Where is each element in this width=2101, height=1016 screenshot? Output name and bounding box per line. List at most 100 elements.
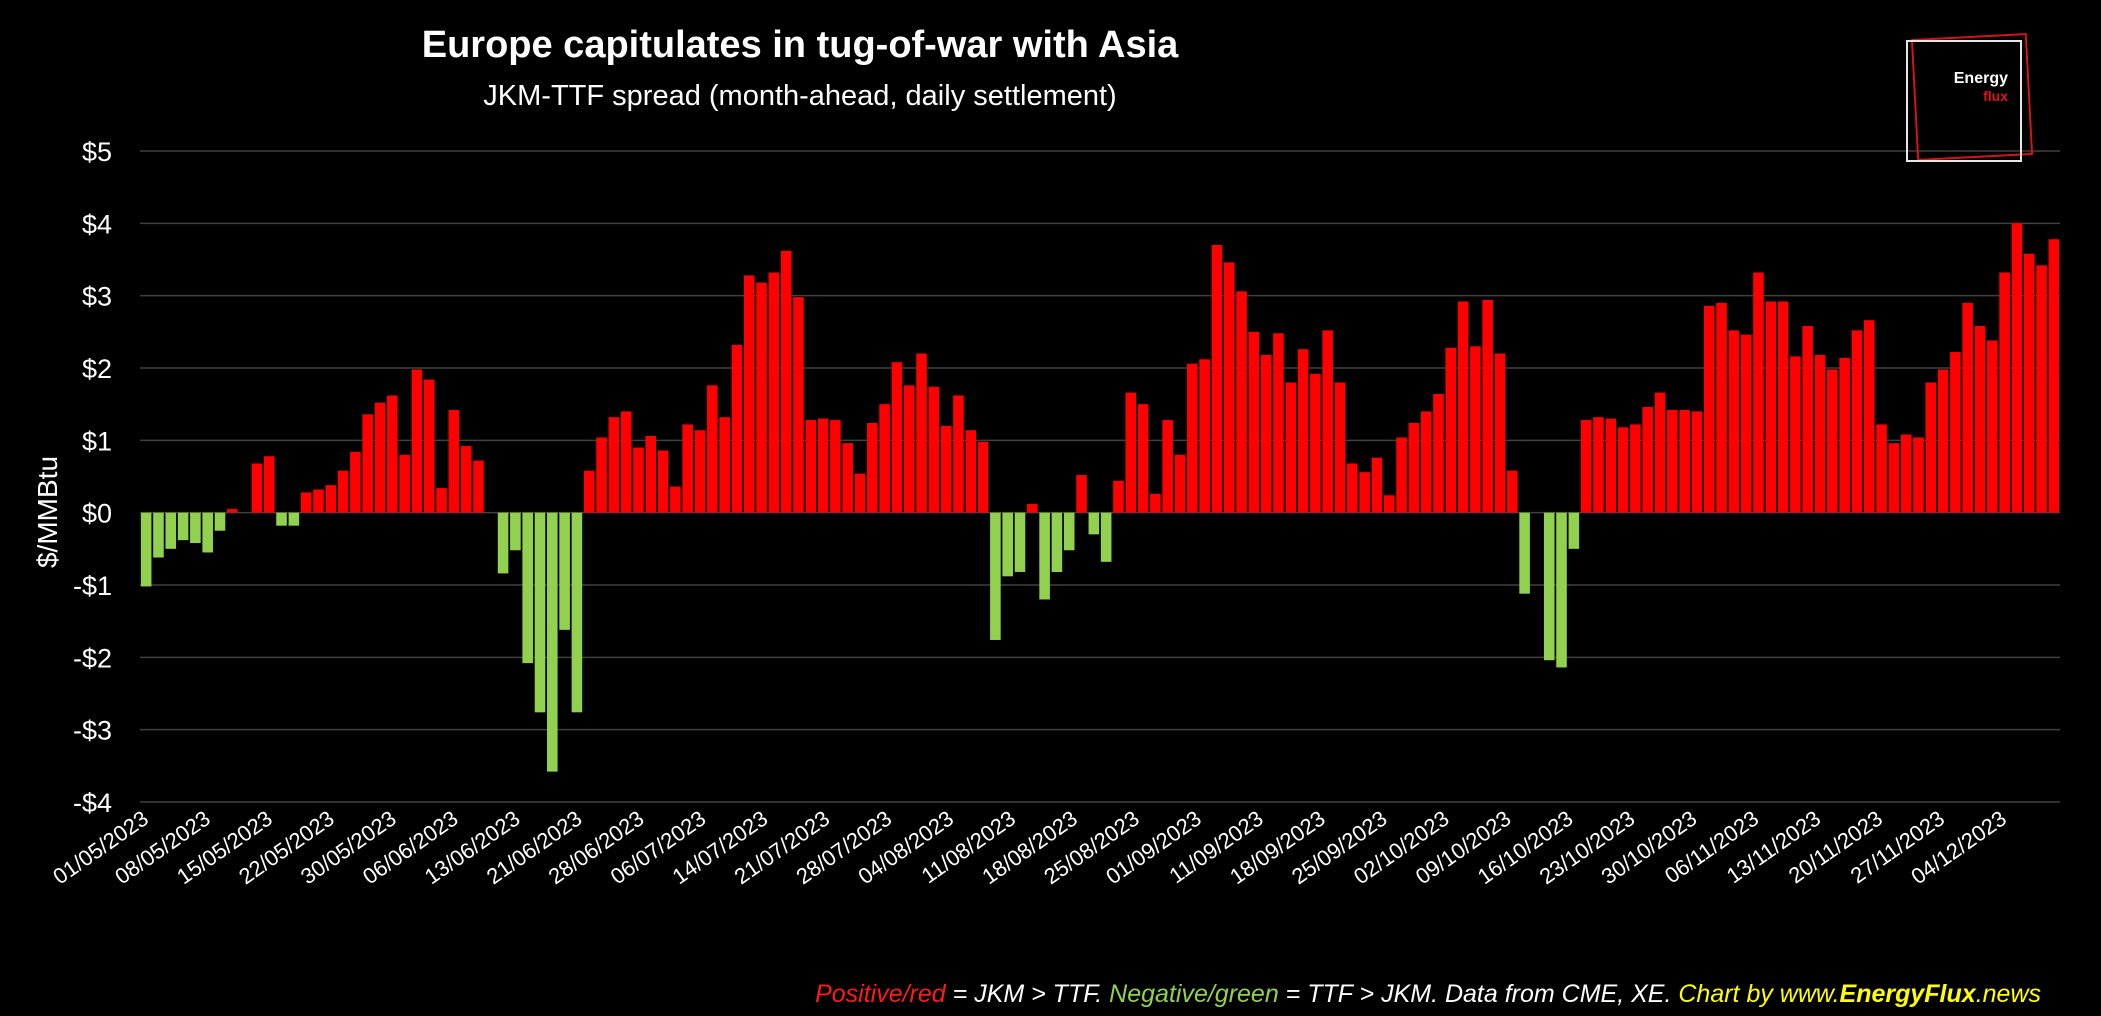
bar-positive bbox=[1248, 331, 1260, 513]
bar-positive bbox=[448, 409, 460, 513]
bar-negative bbox=[202, 512, 213, 553]
bar-positive bbox=[670, 486, 681, 513]
bar-positive bbox=[645, 435, 657, 513]
bar-positive bbox=[879, 404, 890, 513]
bar-positive bbox=[227, 509, 238, 513]
bar-positive bbox=[1396, 437, 1407, 513]
bar-positive bbox=[1371, 457, 1383, 513]
bar-negative bbox=[1543, 512, 1555, 661]
y-tick-label: $5 bbox=[82, 137, 112, 167]
footer-source: = TTF > JKM. Data from CME, XE. bbox=[1278, 980, 1679, 1008]
bar-positive bbox=[1827, 369, 1838, 513]
bar-positive bbox=[436, 488, 447, 513]
bar-positive bbox=[1482, 300, 1493, 513]
bar-positive bbox=[313, 489, 324, 513]
y-tick-label: $0 bbox=[82, 499, 112, 529]
bar-positive bbox=[1507, 470, 1518, 513]
bar-positive bbox=[1987, 340, 1998, 513]
bar-positive bbox=[300, 492, 312, 513]
bar-positive bbox=[1322, 330, 1333, 513]
bar-positive bbox=[1310, 373, 1321, 513]
bar-positive bbox=[2036, 265, 2047, 513]
bar-positive bbox=[387, 395, 398, 513]
footer-positive-desc: = JKM > TTF. bbox=[945, 980, 1110, 1008]
logo-text-flux: flux bbox=[1983, 88, 2008, 104]
y-tick-label: $3 bbox=[82, 282, 112, 312]
bar-negative bbox=[214, 512, 226, 531]
bar-positive bbox=[1728, 330, 1740, 513]
bar-positive bbox=[1888, 443, 1900, 513]
bar-positive bbox=[620, 411, 632, 513]
chart-title: Europe capitulates in tug-of-war with As… bbox=[421, 24, 1179, 66]
bar-positive bbox=[1260, 354, 1272, 513]
bar-positive bbox=[1777, 301, 1789, 513]
bar-positive bbox=[1027, 503, 1038, 513]
bar-negative bbox=[140, 512, 152, 587]
y-tick-label: -$3 bbox=[73, 716, 112, 746]
bar-positive bbox=[1753, 272, 1764, 513]
bar-positive bbox=[1285, 382, 1297, 513]
bar-positive bbox=[1580, 420, 1592, 513]
bar-positive bbox=[2023, 253, 2035, 513]
bar-positive bbox=[1642, 407, 1653, 513]
bar-positive bbox=[1113, 480, 1124, 513]
bar-positive bbox=[682, 424, 693, 513]
bar-positive bbox=[423, 379, 435, 513]
bar-positive bbox=[2048, 239, 2060, 513]
bar-negative bbox=[1568, 512, 1580, 549]
footer-note: Positive/red = JKM > TTF. Negative/green… bbox=[815, 980, 2041, 1009]
footer-credit: Chart by www. bbox=[1678, 980, 1840, 1008]
bar-positive bbox=[1408, 422, 1420, 513]
bar-positive bbox=[1150, 493, 1161, 513]
bar-positive bbox=[1593, 417, 1604, 513]
y-tick-label: $1 bbox=[82, 426, 112, 456]
bar-positive bbox=[1630, 424, 1641, 513]
bar-positive bbox=[251, 463, 263, 513]
bar-negative bbox=[1088, 512, 1100, 535]
footer-credit-domain: .news bbox=[1975, 980, 2041, 1008]
bar-positive bbox=[460, 446, 472, 513]
bar-positive bbox=[1617, 427, 1629, 513]
bar-positive bbox=[657, 450, 669, 513]
bar-positive bbox=[1211, 245, 1223, 513]
y-tick-label: $4 bbox=[82, 209, 112, 239]
bar-positive bbox=[743, 275, 755, 513]
bar-positive bbox=[1876, 424, 1887, 513]
bar-positive bbox=[473, 460, 484, 513]
y-tick-label: -$4 bbox=[73, 788, 112, 818]
bar-positive bbox=[1765, 301, 1777, 513]
bar-positive bbox=[1814, 354, 1826, 513]
bar-positive bbox=[953, 395, 964, 513]
bar-positive bbox=[2011, 223, 2023, 513]
bar-positive bbox=[1605, 418, 1617, 513]
bar-positive bbox=[1691, 411, 1703, 513]
bar-positive bbox=[719, 417, 730, 513]
x-tick-labels: 01/05/202308/05/202315/05/202322/05/2023… bbox=[48, 806, 2011, 890]
bar-negative bbox=[165, 512, 177, 549]
bar-positive bbox=[1667, 409, 1678, 513]
bar-positive bbox=[583, 470, 595, 513]
bar-positive bbox=[1334, 382, 1346, 513]
bar-negative bbox=[522, 512, 533, 664]
y-tick-label: -$1 bbox=[73, 571, 112, 601]
chart-subtitle: JKM-TTF spread (month-ahead, daily settl… bbox=[483, 80, 1117, 112]
bar-negative bbox=[177, 512, 189, 541]
bar-positive bbox=[1703, 305, 1715, 513]
bar-negative bbox=[1556, 512, 1567, 668]
bar-negative bbox=[153, 512, 164, 558]
logo-frame-white bbox=[1906, 40, 2022, 162]
logo-text-energy: Energy bbox=[1953, 70, 2008, 87]
bar-positive bbox=[1679, 409, 1690, 513]
bar-positive bbox=[854, 473, 866, 513]
bar-positive bbox=[1913, 437, 1924, 513]
bar-positive bbox=[1297, 349, 1309, 513]
y-tick-labels: $5 $4 $3 $2 $1 $0 -$1 -$2 -$3 -$4 bbox=[73, 137, 112, 818]
bar-positive bbox=[731, 344, 743, 513]
bar-positive bbox=[916, 353, 927, 513]
gridlines bbox=[140, 150, 2060, 803]
bar-positive bbox=[940, 425, 952, 513]
footer-positive-label: Positive/red bbox=[815, 980, 946, 1008]
energyflux-logo: Energy flux bbox=[1906, 33, 2034, 164]
bar-positive bbox=[1925, 382, 1937, 513]
